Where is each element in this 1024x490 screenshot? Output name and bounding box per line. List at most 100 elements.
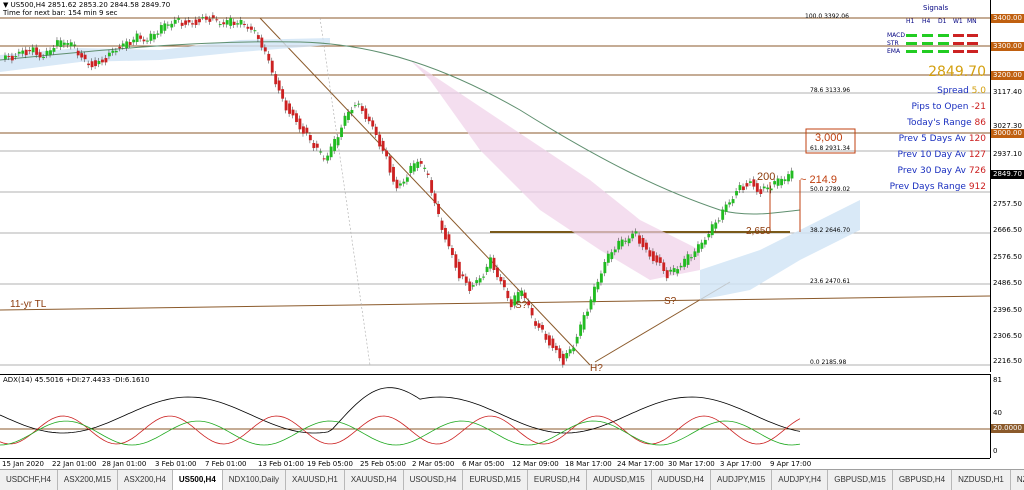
candle bbox=[748, 181, 752, 183]
candle bbox=[315, 143, 319, 148]
candle bbox=[593, 286, 596, 303]
time-axis-label: 18 Mar 17:00 bbox=[565, 460, 612, 468]
candle bbox=[277, 80, 281, 91]
candle bbox=[516, 292, 520, 303]
candle bbox=[672, 268, 676, 273]
symbol-tab[interactable]: EURUSD,H4 bbox=[528, 470, 588, 490]
candle bbox=[693, 251, 697, 257]
candle bbox=[364, 108, 368, 119]
candle bbox=[135, 33, 139, 42]
candle bbox=[35, 47, 39, 55]
candle bbox=[250, 26, 253, 30]
time-axis-label: 12 Mar 09:00 bbox=[512, 460, 559, 468]
candle bbox=[101, 59, 104, 63]
candle bbox=[326, 155, 330, 161]
candle bbox=[28, 49, 32, 52]
adx-indicator-chart[interactable] bbox=[0, 374, 990, 459]
info-row: Prev 10 Day Av 127 bbox=[898, 150, 986, 160]
candle bbox=[665, 270, 669, 279]
symbol-tab[interactable]: AUDUSD,M15 bbox=[587, 470, 652, 490]
candle bbox=[731, 199, 735, 204]
symbol-tab[interactable]: ASX200,H4 bbox=[118, 470, 173, 490]
price-chart[interactable] bbox=[0, 0, 990, 372]
candle bbox=[499, 277, 503, 282]
candle bbox=[742, 186, 745, 191]
candle bbox=[482, 276, 486, 278]
candle bbox=[638, 235, 641, 244]
symbol-tab[interactable]: AUDJPY,H4 bbox=[772, 470, 829, 490]
candle bbox=[312, 142, 316, 149]
symbol-tab[interactable]: EURUSD,M15 bbox=[463, 470, 528, 490]
info-label: Prev 10 Day Av bbox=[897, 150, 969, 160]
fib-label-500: 50.0 2789.02 bbox=[810, 186, 851, 193]
candle bbox=[471, 285, 475, 287]
candle bbox=[66, 43, 70, 45]
signals-title: Signals bbox=[923, 4, 949, 12]
candle bbox=[24, 49, 28, 56]
annotation-shoulder-right: S? bbox=[664, 296, 677, 307]
info-label: Prev 30 Day Av bbox=[897, 166, 969, 176]
info-row: Pips to Open -21 bbox=[912, 102, 987, 112]
candle bbox=[256, 35, 260, 39]
candle bbox=[648, 250, 652, 257]
candle bbox=[579, 324, 583, 336]
symbol-tab[interactable]: USDCHF,H4 bbox=[0, 470, 58, 490]
candle bbox=[243, 23, 246, 25]
symbol-tab[interactable]: US500,H4 bbox=[172, 470, 223, 490]
candle bbox=[38, 52, 42, 58]
symbol-tab[interactable]: XAUUSD,H1 bbox=[286, 470, 345, 490]
symbol-tab[interactable]: NZDU bbox=[1011, 470, 1024, 490]
time-axis-label: 2 Mar 05:00 bbox=[412, 460, 455, 468]
candle bbox=[191, 23, 194, 25]
fib-label-100: 100.0 3392.06 bbox=[805, 13, 849, 20]
signal-indicator bbox=[953, 42, 964, 45]
ichimoku-cloud-blue bbox=[0, 38, 330, 72]
trendline-11yr bbox=[0, 295, 990, 311]
candle bbox=[700, 242, 704, 249]
candle bbox=[527, 301, 531, 306]
annotation-200: 200 bbox=[757, 171, 776, 183]
ichimoku-cloud-blue-2 bbox=[700, 200, 860, 300]
symbol-tab[interactable]: ASX200,M15 bbox=[58, 470, 119, 490]
candle bbox=[613, 249, 617, 253]
symbol-tab[interactable]: GBPUSD,H4 bbox=[893, 470, 953, 490]
candle bbox=[236, 23, 240, 25]
candle bbox=[350, 109, 354, 114]
candle bbox=[14, 56, 18, 58]
symbol-tab[interactable]: AUDUSD,H4 bbox=[652, 470, 711, 490]
symbol-tab[interactable]: XAUUSD,H4 bbox=[345, 470, 404, 490]
candle bbox=[589, 299, 593, 310]
candle bbox=[728, 202, 732, 205]
candle bbox=[132, 39, 136, 43]
ichimoku-cloud-pink bbox=[380, 30, 700, 280]
symbol-tab[interactable]: NZDUSD,H1 bbox=[952, 470, 1011, 490]
candle bbox=[769, 188, 773, 191]
candle bbox=[267, 53, 271, 61]
candle bbox=[142, 39, 146, 42]
candle bbox=[229, 18, 233, 26]
signal-indicator bbox=[953, 50, 964, 53]
price-axis-marker: 3400.00 bbox=[991, 14, 1024, 23]
candle bbox=[724, 204, 728, 212]
candle bbox=[239, 19, 243, 25]
annotation-2650: 2,650 bbox=[746, 226, 772, 237]
candle bbox=[554, 345, 558, 351]
candle bbox=[710, 224, 714, 236]
symbol-tab[interactable]: GBPUSD,M15 bbox=[828, 470, 893, 490]
candle bbox=[305, 127, 309, 133]
candle bbox=[530, 307, 534, 316]
time-axis-label: 13 Feb 01:00 bbox=[258, 460, 304, 468]
ind-axis-20: 20.0000 bbox=[991, 424, 1024, 433]
signal-indicator bbox=[922, 42, 933, 45]
time-axis-label: 30 Mar 17:00 bbox=[668, 460, 715, 468]
candle bbox=[288, 103, 291, 114]
price-axis-label: 3027.30 bbox=[993, 122, 1022, 130]
symbol-tab[interactable]: NDX100,Daily bbox=[223, 470, 287, 490]
candle bbox=[198, 19, 201, 23]
time-axis-label: 3 Feb 01:00 bbox=[155, 460, 197, 468]
symbol-tab[interactable]: AUDJPY,M15 bbox=[711, 470, 773, 490]
candle bbox=[263, 47, 267, 52]
candle bbox=[558, 348, 562, 359]
symbol-tab[interactable]: USOUSD,H4 bbox=[404, 470, 464, 490]
